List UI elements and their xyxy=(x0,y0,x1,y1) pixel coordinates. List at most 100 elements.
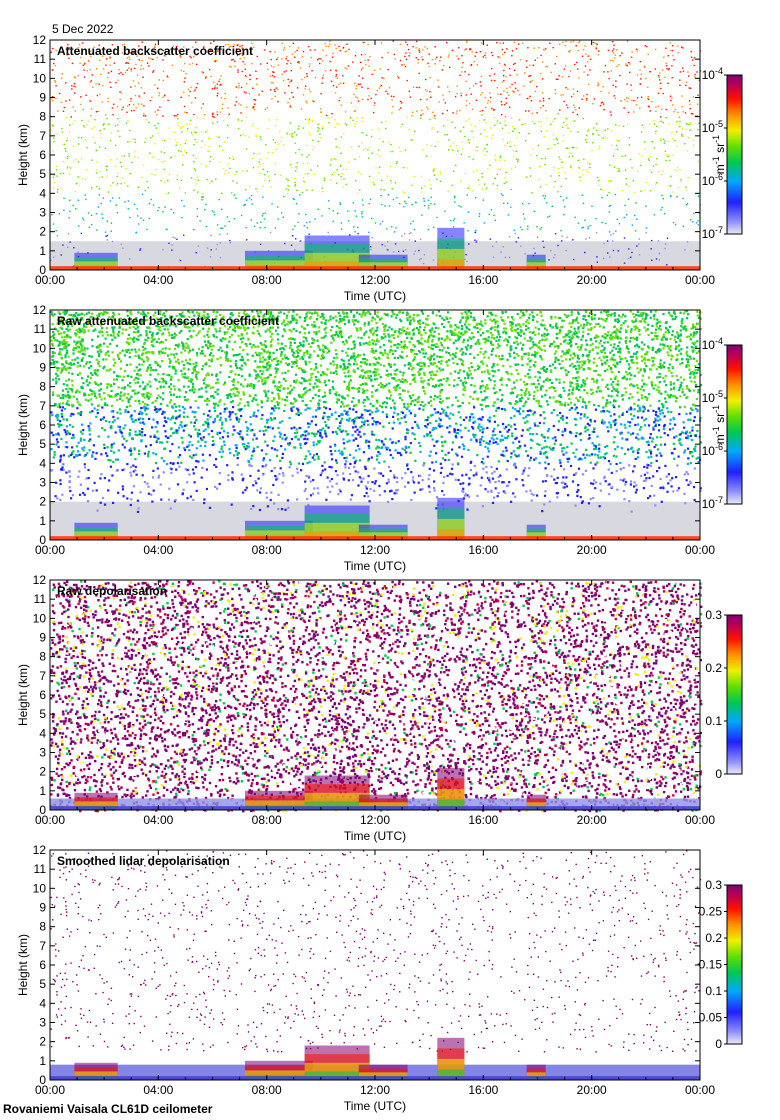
y-axis-label: Height (km) xyxy=(16,934,30,996)
y-tick-label: 7 xyxy=(39,939,46,953)
y-tick-label: 11 xyxy=(34,52,47,66)
x-axis-label: Time (UTC) xyxy=(344,289,406,303)
x-axis-label: Time (UTC) xyxy=(344,559,406,573)
colorbar-tick-label: 10-4 xyxy=(702,66,723,82)
colorbar-tick-label: 0.3 xyxy=(705,608,722,622)
y-tick-label: 7 xyxy=(39,399,46,413)
x-tick-label: 12:00 xyxy=(360,543,390,557)
x-tick-label: 20:00 xyxy=(577,813,607,827)
panel-title: Raw depolarisation xyxy=(57,584,167,598)
x-tick-label: 04:00 xyxy=(143,543,173,557)
y-tick-label: 5 xyxy=(39,977,46,991)
colorbar-tick-label: 10-7 xyxy=(702,495,723,511)
x-tick-label: 00:00 xyxy=(35,273,65,287)
x-tick-label: 20:00 xyxy=(577,1083,607,1097)
colorbar-gradient xyxy=(727,75,742,234)
y-tick-label: 4 xyxy=(39,456,46,470)
x-tick-label: 12:00 xyxy=(360,813,390,827)
y-tick-label: 12 xyxy=(33,303,47,317)
y-tick-label: 10 xyxy=(33,611,47,625)
colorbar-unit-label: m-1 sr-1 xyxy=(711,135,727,174)
y-tick-label: 5 xyxy=(39,707,46,721)
y-tick-label: 4 xyxy=(39,996,46,1010)
y-axis-label: Height (km) xyxy=(16,124,30,186)
y-tick-label: 1 xyxy=(39,1054,46,1068)
date-label: 5 Dec 2022 xyxy=(52,22,114,36)
x-axis-label: Time (UTC) xyxy=(344,829,406,843)
y-tick-label: 9 xyxy=(39,901,46,915)
x-tick-label: 00:00 xyxy=(35,1083,65,1097)
y-tick-label: 10 xyxy=(33,71,47,85)
colorbar-gradient xyxy=(727,345,742,504)
y-tick-label: 10 xyxy=(33,341,47,355)
y-tick-label: 12 xyxy=(33,33,47,47)
colorbar-tick-label: 10-5 xyxy=(702,389,723,405)
y-tick-label: 1 xyxy=(39,244,46,258)
x-tick-label: 08:00 xyxy=(252,273,282,287)
x-tick-label: 16:00 xyxy=(468,1083,498,1097)
y-tick-label: 7 xyxy=(39,669,46,683)
colorbar-gradient xyxy=(727,615,742,774)
x-tick-label: 04:00 xyxy=(143,813,173,827)
y-tick-label: 2 xyxy=(39,495,46,509)
y-tick-label: 6 xyxy=(39,688,46,702)
y-tick-label: 3 xyxy=(39,206,46,220)
y-tick-label: 3 xyxy=(39,746,46,760)
x-tick-label: 00:00 xyxy=(35,813,65,827)
colorbar: 00.10.20.3 xyxy=(705,608,742,781)
y-tick-label: 8 xyxy=(39,650,46,664)
x-tick-label: 00:00 xyxy=(685,1083,715,1097)
y-tick-label: 9 xyxy=(39,91,46,105)
panel-title: Raw attenuated backscatter coefficient xyxy=(57,314,279,328)
x-tick-label: 08:00 xyxy=(252,1083,282,1097)
y-axis-label: Height (km) xyxy=(16,394,30,456)
y-tick-label: 11 xyxy=(34,322,47,336)
y-tick-label: 4 xyxy=(39,726,46,740)
y-tick-label: 8 xyxy=(39,110,46,124)
colorbar-tick-label: 0 xyxy=(715,1037,722,1051)
y-tick-label: 8 xyxy=(39,920,46,934)
x-tick-label: 04:00 xyxy=(143,273,173,287)
colorbar: 00.050.10.150.20.250.3 xyxy=(699,878,742,1051)
x-tick-label: 00:00 xyxy=(685,813,715,827)
x-tick-label: 16:00 xyxy=(468,273,498,287)
y-tick-label: 8 xyxy=(39,380,46,394)
colorbar-tick-label: 10-4 xyxy=(702,336,723,352)
y-axis-label: Height (km) xyxy=(16,664,30,726)
y-tick-label: 3 xyxy=(39,1016,46,1030)
y-tick-label: 10 xyxy=(33,881,47,895)
colorbar-unit-label: m-1 sr-1 xyxy=(711,405,727,444)
y-tick-label: 5 xyxy=(39,437,46,451)
y-tick-label: 9 xyxy=(39,361,46,375)
y-tick-label: 7 xyxy=(39,129,46,143)
y-tick-label: 12 xyxy=(33,843,47,857)
x-tick-label: 12:00 xyxy=(360,1083,390,1097)
colorbar-tick-label: 10-5 xyxy=(702,119,723,135)
x-tick-label: 16:00 xyxy=(468,543,498,557)
y-tick-label: 6 xyxy=(39,958,46,972)
y-tick-label: 2 xyxy=(39,225,46,239)
plot-area xyxy=(50,850,700,1080)
y-tick-label: 1 xyxy=(39,784,46,798)
panel-title: Attenuated backscatter coefficient xyxy=(57,44,253,58)
y-tick-label: 11 xyxy=(34,592,47,606)
y-tick-label: 2 xyxy=(39,1035,46,1049)
colorbar-tick-label: 0.1 xyxy=(705,714,722,728)
y-tick-label: 6 xyxy=(39,148,46,162)
panel-title: Smoothed lidar depolarisation xyxy=(57,854,230,868)
colorbar-tick-label: 0.2 xyxy=(705,661,722,675)
y-tick-label: 5 xyxy=(39,167,46,181)
x-tick-label: 00:00 xyxy=(685,273,715,287)
x-tick-label: 00:00 xyxy=(685,543,715,557)
colorbar-tick-label: 0.2 xyxy=(705,931,722,945)
footer-label: Rovaniemi Vaisala CL61D ceilometer xyxy=(3,1102,213,1116)
colorbar-tick-label: 0.25 xyxy=(699,905,723,919)
colorbar-tick-label: 0.15 xyxy=(699,958,723,972)
y-tick-label: 11 xyxy=(34,862,47,876)
colorbar: 10-710-610-510-4m-1 sr-1 xyxy=(702,66,742,241)
colorbar-gradient xyxy=(727,885,742,1044)
